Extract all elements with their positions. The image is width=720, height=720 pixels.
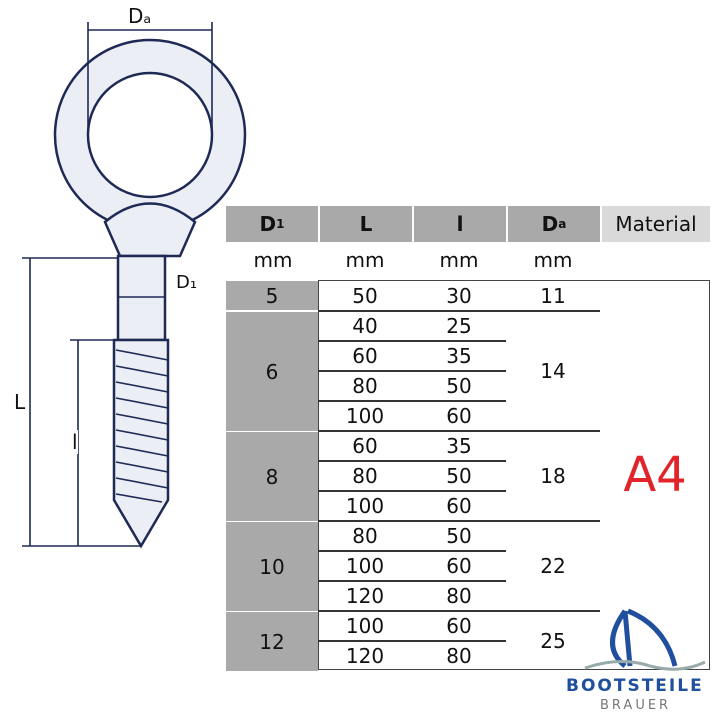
thread bbox=[112, 338, 170, 549]
cell-L: 80 bbox=[352, 464, 378, 488]
cell-l: 80 bbox=[446, 584, 472, 608]
cell-d1: 6 bbox=[226, 311, 318, 431]
cell-l: 60 bbox=[446, 404, 472, 428]
group-divider bbox=[318, 430, 600, 432]
row-divider bbox=[318, 490, 506, 492]
eye-bolt-drawing bbox=[22, 22, 247, 549]
cell-d1: 8 bbox=[226, 431, 318, 521]
group-divider bbox=[318, 310, 600, 312]
collar bbox=[103, 202, 197, 258]
cell-l: 35 bbox=[446, 434, 472, 458]
cell-L: 80 bbox=[352, 374, 378, 398]
header-L: L bbox=[320, 206, 412, 242]
logo-name: BOOTSTEILE bbox=[566, 676, 704, 696]
cell-L: 50 bbox=[352, 284, 378, 308]
cell-l: 50 bbox=[446, 524, 472, 548]
cell-l: 50 bbox=[446, 374, 472, 398]
cell-da: 18 bbox=[540, 464, 566, 488]
cell-da: 11 bbox=[540, 284, 566, 308]
cell-L: 60 bbox=[352, 344, 378, 368]
cell-l: 25 bbox=[446, 314, 472, 338]
header-l: l bbox=[414, 206, 506, 242]
cell-da: 22 bbox=[540, 554, 566, 578]
row-divider bbox=[318, 550, 506, 552]
cell-da: 25 bbox=[540, 629, 566, 653]
cell-L: 60 bbox=[352, 434, 378, 458]
cell-l: 30 bbox=[446, 284, 472, 308]
label-da: Dₐ bbox=[128, 4, 152, 28]
row-divider bbox=[318, 370, 506, 372]
cell-l: 60 bbox=[446, 494, 472, 518]
material-value: A4 bbox=[623, 447, 687, 503]
label-L: L bbox=[14, 390, 26, 414]
row-divider bbox=[318, 400, 506, 402]
cell-l: 35 bbox=[446, 344, 472, 368]
table-frame bbox=[318, 280, 710, 670]
cell-L: 100 bbox=[345, 614, 385, 638]
cell-d1: 5 bbox=[226, 281, 318, 310]
shank bbox=[116, 254, 167, 342]
label-l: l bbox=[72, 430, 78, 454]
unit-l: mm bbox=[439, 248, 479, 272]
cell-L: 100 bbox=[345, 494, 385, 518]
cell-l: 60 bbox=[446, 614, 472, 638]
row-divider bbox=[318, 580, 506, 582]
group-divider bbox=[318, 610, 600, 612]
header-material: Material bbox=[602, 206, 710, 242]
unit-L: mm bbox=[345, 248, 385, 272]
cell-l: 60 bbox=[446, 554, 472, 578]
cell-d1: 10 bbox=[226, 521, 318, 611]
label-d1: D₁ bbox=[176, 272, 198, 293]
cell-l: 80 bbox=[446, 644, 472, 668]
cell-L: 40 bbox=[352, 314, 378, 338]
cell-L: 120 bbox=[345, 644, 385, 668]
row-divider bbox=[318, 340, 506, 342]
group-divider bbox=[318, 520, 600, 522]
unit-da: mm bbox=[533, 248, 573, 272]
cell-L: 100 bbox=[345, 404, 385, 428]
cell-L: 120 bbox=[345, 584, 385, 608]
logo-boat-icon bbox=[584, 608, 706, 671]
cell-L: 80 bbox=[352, 524, 378, 548]
unit-d1: mm bbox=[253, 248, 293, 272]
cell-da: 14 bbox=[540, 359, 566, 383]
cell-d1: 12 bbox=[226, 611, 318, 671]
row-divider bbox=[318, 460, 506, 462]
cell-L: 100 bbox=[345, 554, 385, 578]
cell-l: 50 bbox=[446, 464, 472, 488]
row-divider bbox=[318, 640, 506, 642]
logo-subname: BRAUER bbox=[600, 698, 672, 713]
